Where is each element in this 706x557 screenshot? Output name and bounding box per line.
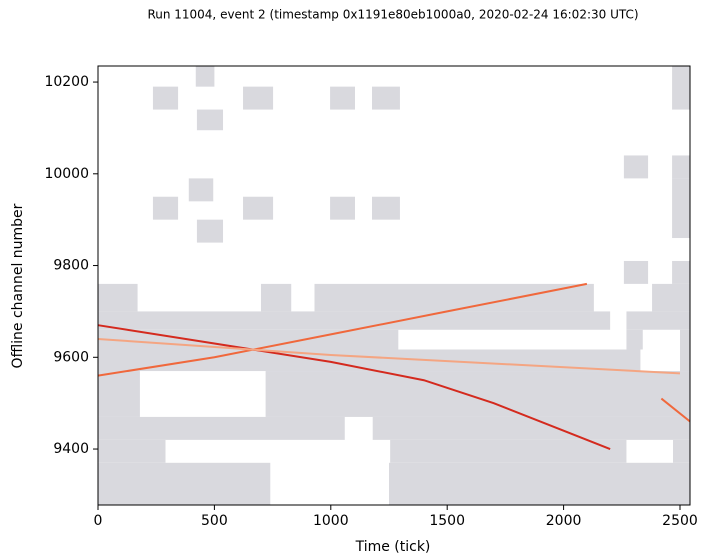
active-region xyxy=(626,329,643,350)
active-region xyxy=(330,86,356,110)
active-region xyxy=(196,219,224,243)
active-region xyxy=(98,439,166,463)
active-region xyxy=(260,283,292,312)
active-region xyxy=(243,86,274,110)
x-tick-label: 1000 xyxy=(313,513,349,529)
active-region xyxy=(152,196,179,220)
y-axis-label: Offline channel number xyxy=(10,203,26,368)
x-tick-label: 1500 xyxy=(429,513,465,529)
x-axis-label: Time (tick) xyxy=(355,539,431,555)
active-region xyxy=(98,416,345,440)
active-region xyxy=(679,349,690,372)
active-region xyxy=(372,416,690,440)
active-region xyxy=(388,462,690,505)
active-region xyxy=(626,311,690,330)
active-region xyxy=(243,196,274,220)
active-region xyxy=(672,178,690,239)
active-region xyxy=(188,178,214,202)
y-tick-label: 9600 xyxy=(53,349,89,365)
chart-title: Run 11004, event 2 (timestamp 0x1191e80e… xyxy=(147,8,638,22)
x-tick-label: 2000 xyxy=(546,513,582,529)
track xyxy=(97,337,681,375)
active-region xyxy=(196,109,224,131)
track xyxy=(97,282,588,377)
active-region xyxy=(672,66,690,110)
active-region xyxy=(265,371,690,417)
active-region xyxy=(672,260,690,284)
active-region xyxy=(98,283,138,312)
y-tick-label: 9800 xyxy=(53,258,89,274)
active-region xyxy=(673,439,690,463)
x-tick-label: 2500 xyxy=(662,513,698,529)
active-region xyxy=(652,283,690,312)
active-region xyxy=(623,155,649,179)
y-tick-label: 10200 xyxy=(44,74,89,90)
active-region xyxy=(390,439,627,463)
track xyxy=(660,397,691,423)
active-region xyxy=(672,155,690,179)
track xyxy=(97,324,611,450)
active-region xyxy=(152,86,179,110)
active-region xyxy=(679,329,690,350)
y-tick-label: 9400 xyxy=(53,441,89,457)
active-region xyxy=(330,196,356,220)
x-tick-label: 500 xyxy=(201,513,228,529)
x-tick-label: 0 xyxy=(94,513,103,529)
active-region xyxy=(98,349,641,372)
active-region xyxy=(372,196,400,220)
y-tick-label: 10000 xyxy=(44,166,89,182)
active-region xyxy=(98,462,271,505)
active-region xyxy=(98,371,140,417)
active-region xyxy=(314,283,594,312)
plot-frame xyxy=(97,65,691,506)
active-region xyxy=(195,66,215,87)
active-region xyxy=(98,311,611,330)
active-region xyxy=(623,260,649,284)
active-region xyxy=(372,86,400,110)
